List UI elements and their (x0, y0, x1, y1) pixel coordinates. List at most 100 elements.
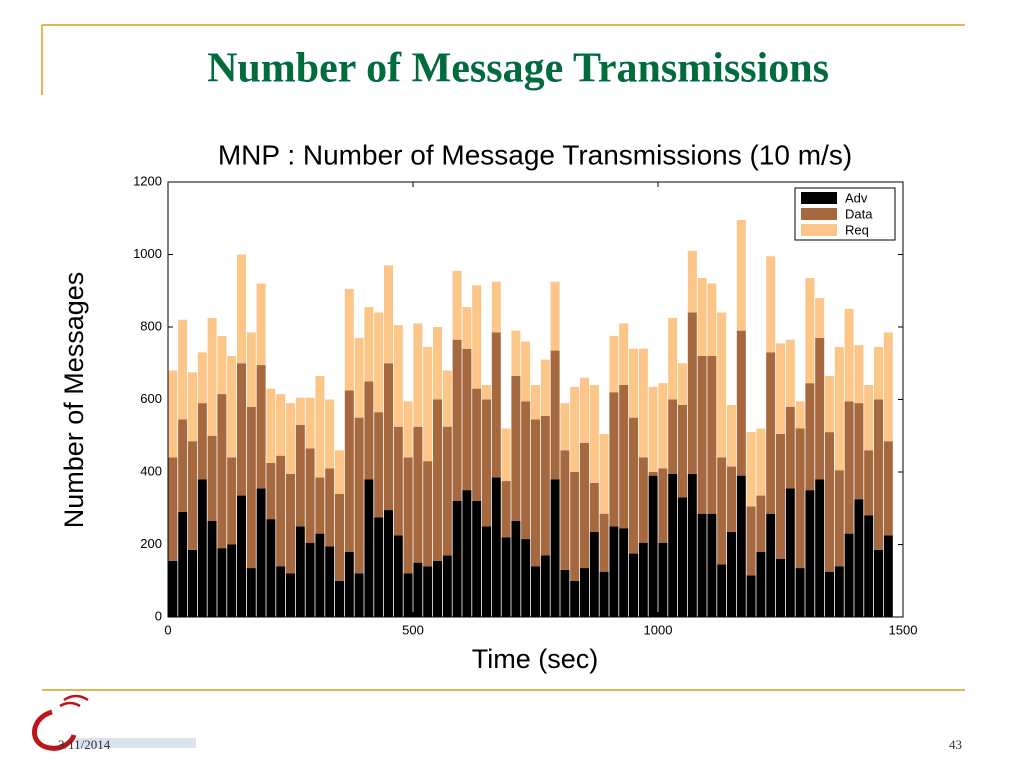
bar-segment (393, 535, 403, 617)
bar-segment (570, 580, 580, 617)
bar-segment (462, 490, 472, 617)
bar-segment (197, 403, 207, 480)
bar-segment (413, 426, 423, 563)
bar-segment (276, 566, 286, 617)
logo-waves (59, 694, 89, 708)
bar-segment (609, 526, 619, 617)
bar-segment (266, 519, 276, 617)
bar-segment (344, 288, 354, 391)
bar-segment (374, 517, 384, 617)
bar-segment (295, 424, 305, 527)
x-tick-label: 0 (164, 622, 171, 637)
bar-segment (511, 330, 521, 376)
bar-segment (687, 250, 697, 313)
bar-segment (540, 415, 550, 556)
bar-segment (579, 443, 590, 569)
bar-segment (187, 441, 198, 550)
bar-segment (393, 426, 403, 536)
y-tick-label: 1200 (133, 173, 162, 188)
bar-segment (197, 352, 207, 404)
bar-segment (726, 404, 737, 467)
bar-segment (285, 403, 296, 474)
bar-segment (383, 265, 394, 364)
bar-segment (677, 404, 688, 498)
bar-segment (334, 493, 345, 581)
bar-segment (442, 426, 452, 556)
bar-segment (834, 470, 844, 567)
bar-segment (187, 372, 198, 442)
bar-segment (217, 394, 227, 549)
bar-segment (736, 330, 746, 476)
bar-segment (207, 520, 217, 617)
bar-segment (540, 555, 550, 617)
bar-segment (315, 477, 325, 534)
bar-segment (305, 397, 315, 449)
bar-segment (864, 385, 874, 451)
y-tick-label: 600 (140, 391, 162, 406)
bar-segment (579, 377, 590, 443)
bar-segment (481, 385, 492, 400)
bar-segment (873, 549, 884, 617)
bar-segment (481, 399, 492, 527)
bar-segment (609, 336, 619, 393)
bar-segment (276, 394, 286, 456)
slide-date: 3/11/2014 (58, 737, 111, 752)
bar-segment (256, 283, 266, 366)
bar-segment (717, 312, 727, 458)
bar-segment (530, 566, 541, 617)
x-tick-label: 1500 (889, 622, 918, 637)
bar-segment (521, 401, 531, 540)
bar-segment (178, 511, 188, 617)
bar-segment (491, 332, 501, 478)
bar-segment (658, 542, 668, 617)
legend-swatch (801, 208, 837, 220)
bar-segment (246, 406, 256, 569)
bar-segment (472, 285, 482, 389)
bar-segment (217, 548, 227, 617)
bar-segment (560, 450, 570, 570)
bar-segment (638, 348, 648, 458)
bar-segment (530, 385, 541, 420)
bar-segment (824, 375, 835, 433)
bar-segment (756, 495, 766, 552)
bar-segment (393, 325, 403, 427)
bar-segment (687, 473, 697, 617)
bar-segment (638, 457, 648, 543)
bar-segment (766, 256, 776, 353)
bar-segment (844, 308, 854, 402)
bar-segment (834, 566, 844, 617)
y-axis-label: Number of Messages (59, 272, 89, 529)
bar-segment (403, 401, 413, 458)
x-tick-label: 500 (402, 622, 424, 637)
bar-segment (883, 332, 893, 442)
bar-segment (824, 571, 835, 617)
bar-segment (648, 386, 658, 472)
bar-segment (834, 346, 844, 471)
bar-segment (354, 417, 364, 574)
bar-segment (619, 385, 629, 529)
bar-segment (677, 363, 688, 405)
bar-segment (236, 363, 247, 496)
bar-segment (501, 537, 511, 617)
bar-segment (677, 497, 688, 617)
bar-segment (746, 506, 756, 576)
bar-segment (246, 568, 256, 617)
bar-segment (452, 339, 462, 501)
bar-segment (805, 278, 815, 384)
bar-segment (726, 531, 737, 617)
bar-segment (726, 466, 737, 532)
bar-segment (736, 475, 746, 617)
bar-segment (236, 254, 247, 364)
bar-segment (560, 569, 570, 617)
bar-segment (805, 490, 815, 617)
bar-segment (815, 298, 825, 338)
bar-segment (413, 323, 423, 427)
bar-segment (687, 312, 697, 474)
bar-segment (550, 281, 560, 351)
y-tick-label: 200 (140, 536, 162, 551)
legend-swatch (801, 224, 837, 236)
bar-segment (442, 555, 452, 617)
bar-segment (736, 220, 746, 331)
